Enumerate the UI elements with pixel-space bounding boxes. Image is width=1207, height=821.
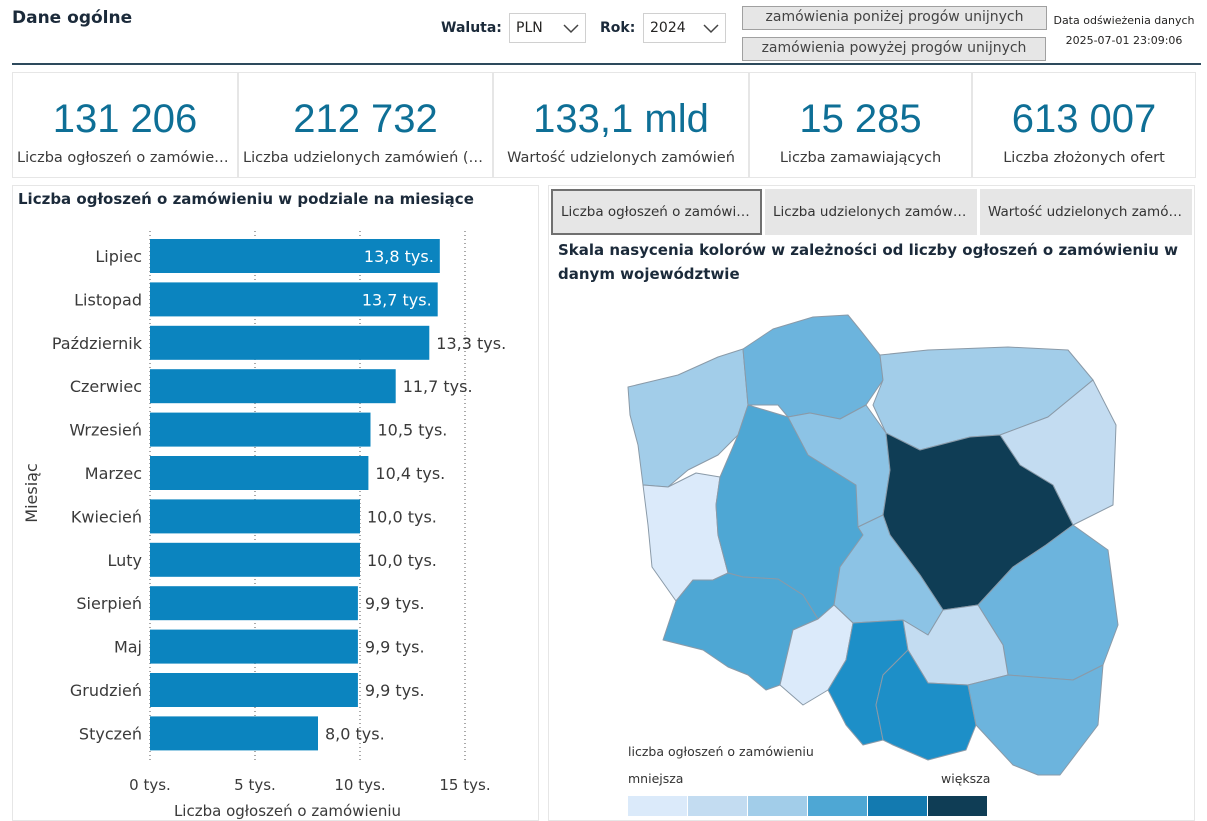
kpi-value: 15 285 xyxy=(799,97,922,141)
data-label: 9,9 tys. xyxy=(365,594,425,613)
data-label: 10,0 tys. xyxy=(367,551,437,570)
kpi-caption: Liczba udzielonych zamówień (części) xyxy=(243,150,488,166)
region-malopolskie xyxy=(875,649,977,761)
kpi-value: 613 007 xyxy=(1011,97,1157,141)
region-zachodniopomorskie xyxy=(627,348,749,488)
year-label: Rok: xyxy=(600,20,636,36)
refresh-info: Data odświeżenia danych 2025-07-01 23:09… xyxy=(1051,11,1197,51)
x-tick-label: 15 tys. xyxy=(439,776,490,794)
category-label: Lipiec xyxy=(95,247,142,266)
bar xyxy=(150,456,369,490)
legend-max-label: większa xyxy=(941,771,991,786)
refresh-timestamp: 2025-07-01 23:09:06 xyxy=(1065,34,1183,47)
chevron-down-icon xyxy=(703,24,719,34)
legend-swatch xyxy=(868,796,927,816)
refresh-label: Data odświeżenia danych xyxy=(1053,14,1195,27)
y-axis-label: Miesiąc xyxy=(22,463,41,522)
category-label: Czerwiec xyxy=(70,377,142,396)
bar xyxy=(150,629,358,664)
poland-choropleth-map xyxy=(627,314,1119,776)
header-divider xyxy=(12,63,1201,65)
data-label: 13,3 tys. xyxy=(436,334,506,353)
chart-title: Liczba ogłoszeń o zamówieniu w podziale … xyxy=(18,190,474,208)
category-label: Luty xyxy=(107,551,142,570)
map-title: Skala nasycenia kolorów w zależności od … xyxy=(558,241,1178,283)
kpi-caption: Wartość udzielonych zamówień xyxy=(507,150,735,166)
data-label: 8,0 tys. xyxy=(325,724,385,743)
kpi-card-contracting-authorities: 15 285 Liczba zamawiających xyxy=(749,72,972,178)
category-label: Styczeń xyxy=(79,724,142,743)
kpi-value: 131 206 xyxy=(52,97,198,141)
kpi-caption: Liczba zamawiających xyxy=(779,150,942,166)
bar xyxy=(150,282,438,317)
bar xyxy=(150,673,358,707)
currency-value: PLN xyxy=(516,20,543,36)
data-label: 9,9 tys. xyxy=(365,681,425,700)
category-label: Sierpień xyxy=(76,594,142,613)
bar xyxy=(150,542,360,577)
bar xyxy=(150,325,430,360)
data-label: 11,7 tys. xyxy=(403,377,473,396)
monthly-bar-chart: Lipiec 13,8 tys. Listopad 13,7 tys. Paździer… xyxy=(22,231,506,820)
legend-swatch xyxy=(808,796,867,816)
kpi-card-notices: 131 206 Liczba ogłoszeń o zamówieniu xyxy=(12,72,238,178)
category-label: Wrzesień xyxy=(69,421,142,440)
data-label: 10,0 tys. xyxy=(367,507,437,526)
kpi-card-awarded-contracts: 212 732 Liczba udzielonych zamówień (czę… xyxy=(238,72,493,178)
year-value: 2024 xyxy=(650,20,686,36)
legend-min-label: mniejsza xyxy=(628,771,684,786)
legend-swatch xyxy=(928,796,987,816)
bar xyxy=(150,586,358,621)
legend-title: liczba ogłoszeń o zamówieniu xyxy=(628,744,814,759)
data-label: 10,4 tys. xyxy=(375,464,445,483)
legend-swatch xyxy=(628,796,687,816)
page-title: Dane ogólne xyxy=(12,8,133,28)
bar xyxy=(150,412,371,447)
kpi-caption: Liczba złożonych ofert xyxy=(1003,150,1165,166)
x-tick-label: 5 tys. xyxy=(234,776,276,794)
kpi-caption: Liczba ogłoszeń o zamówieniu xyxy=(17,150,233,166)
category-label: Maj xyxy=(114,638,142,657)
kpi-card-offers: 613 007 Liczba złożonych ofert xyxy=(972,72,1196,178)
kpi-value: 212 732 xyxy=(293,97,438,141)
tab-notices[interactable]: Liczba ogłoszeń o zamówieniu xyxy=(551,189,762,235)
data-label: 13,7 tys. xyxy=(362,290,432,309)
above-threshold-button[interactable]: zamówienia powyżej progów unijnych xyxy=(742,37,1046,61)
bar xyxy=(150,239,440,273)
x-tick-label: 0 tys. xyxy=(129,776,171,794)
bar xyxy=(150,499,360,534)
category-label: Listopad xyxy=(74,290,142,309)
below-threshold-button[interactable]: zamówienia poniżej progów unijnych xyxy=(742,6,1047,30)
year-select[interactable]: 2024 xyxy=(643,13,726,43)
x-tick-label: 10 tys. xyxy=(334,776,385,794)
tab-awarded-contracts[interactable]: Liczba udzielonych zamówień (części) xyxy=(765,189,977,235)
bar xyxy=(150,369,396,404)
category-label: Kwiecień xyxy=(71,507,142,526)
tab-awarded-value[interactable]: Wartość udzielonych zamówień xyxy=(980,189,1192,235)
data-label: 13,8 tys. xyxy=(364,247,434,266)
x-axis-label: Liczba ogłoszeń o zamówieniu xyxy=(174,802,401,820)
category-label: Grudzień xyxy=(70,681,142,700)
bar xyxy=(150,716,318,751)
legend-swatch xyxy=(688,796,747,816)
currency-select[interactable]: PLN xyxy=(509,13,586,43)
region-pomorskie xyxy=(742,314,884,420)
kpi-card-awarded-value: 133,1 mld Wartość udzielonych zamówień xyxy=(493,72,749,178)
kpi-value: 133,1 mld xyxy=(533,97,709,141)
category-label: Październik xyxy=(52,334,143,353)
chevron-down-icon xyxy=(563,24,579,34)
region-podkarpackie xyxy=(967,664,1104,776)
currency-label: Waluta: xyxy=(441,20,502,36)
legend-swatch xyxy=(748,796,807,816)
data-label: 10,5 tys. xyxy=(378,421,448,440)
category-label: Marzec xyxy=(85,464,142,483)
data-label: 9,9 tys. xyxy=(365,638,425,657)
